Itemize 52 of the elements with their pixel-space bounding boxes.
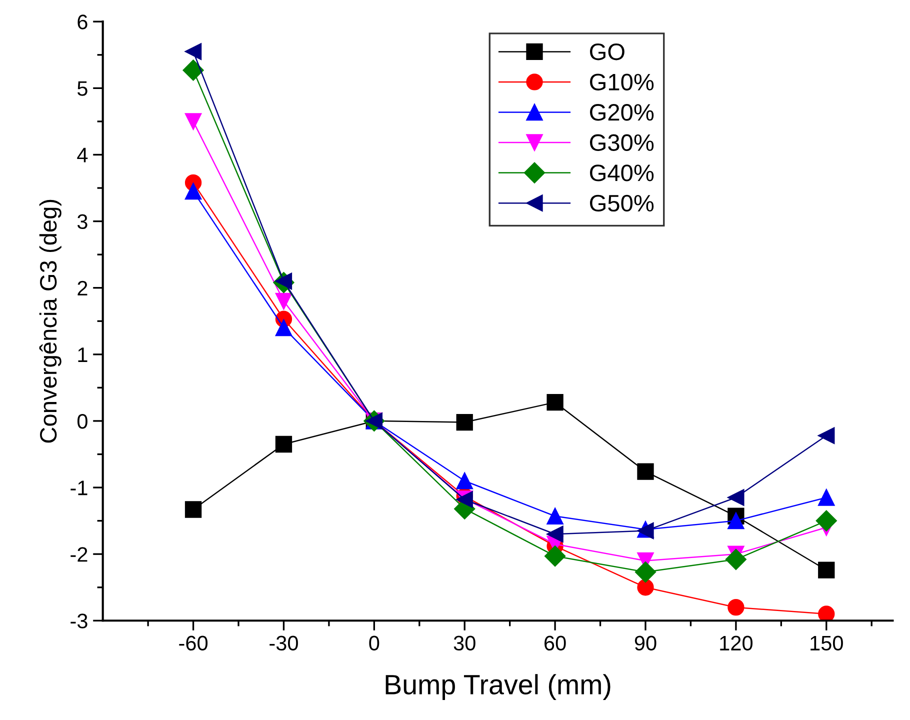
y-tick-label: 3 [77,214,88,230]
point [637,579,654,596]
point [184,501,202,518]
point [275,319,292,336]
point [818,562,835,578]
point [634,562,656,583]
y-tick-label: -3 [70,614,88,628]
legend-label: G40% [590,164,654,182]
x-tick-label: -30 [270,636,298,651]
point [184,43,202,60]
y-tick-label: 5 [77,81,88,96]
point [275,436,292,453]
point [456,414,473,431]
point [456,472,473,490]
x-tick-label: 150 [810,636,843,651]
y-tick-label: 0 [77,414,88,429]
point [725,548,746,570]
x-tick-label: 60 [544,636,566,651]
point [184,113,202,130]
point [275,292,292,310]
point [728,512,744,530]
point [818,606,835,621]
legend-label: G50% [590,194,654,212]
point [816,510,837,532]
point [728,489,744,506]
point [546,394,564,411]
y-tick-label: -1 [70,480,88,496]
point [182,60,204,81]
legend-label: GO [590,43,624,60]
x-tick-label: -60 [179,636,208,651]
x-tick-label: 30 [454,636,476,651]
point [637,463,654,480]
point [818,427,835,444]
x-tick-label: 0 [369,636,380,651]
legend-label: G30% [590,134,654,152]
point [728,598,744,616]
x-tick-label: 90 [634,636,656,651]
x-tick-label: 120 [720,636,753,651]
y-axis-title: Convergência G3 (deg) [39,200,62,443]
legend-label: G10% [590,74,654,90]
point [546,508,564,524]
y-tick-label: -2 [70,547,88,562]
point [818,489,835,506]
y-tick-label: 4 [77,148,88,162]
y-tick-label: 6 [78,14,88,30]
point [544,546,566,567]
legend-label: G20% [590,104,654,121]
point [184,182,202,200]
y-tick-label: 2 [78,280,88,296]
y-tick-label: 1 [78,348,88,362]
x-axis-title: Bump Travel (mm) [386,674,610,700]
point [546,526,564,542]
